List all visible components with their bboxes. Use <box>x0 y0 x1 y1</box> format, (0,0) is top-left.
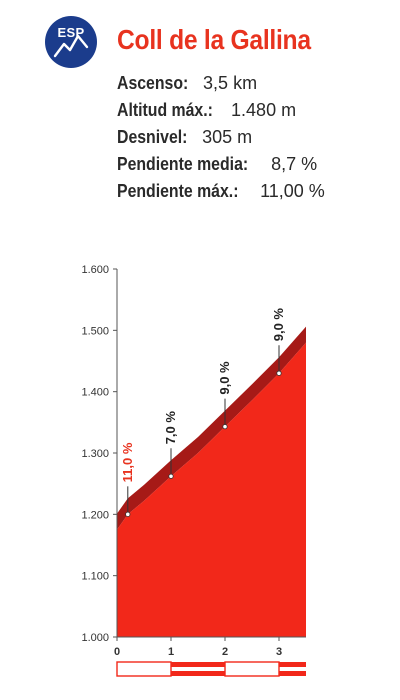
elevation-profile-chart: 1.000 1.100 1.200 1.300 1.400 1.500 1.600 0 1 2 3 1… <box>81 264 306 677</box>
profile-top-band <box>117 326 306 530</box>
grade-label: 9,0 % <box>271 308 286 342</box>
x-tick-label: 2 <box>222 646 228 658</box>
stat-max-altitude: Altitud máx.: 1.480 m <box>117 99 325 126</box>
y-tick-label: 1.100 <box>81 571 109 583</box>
stat-avg-gradient-value: 8,7 % <box>271 154 318 174</box>
stat-max-altitude-value: 1.480 m <box>231 100 297 120</box>
y-tick-label: 1.300 <box>81 448 109 460</box>
x-tick-label: 1 <box>168 646 174 658</box>
y-tick-label: 1.200 <box>81 509 109 521</box>
distance-bar-segment <box>116 661 172 677</box>
stat-avg-gradient: Pendiente media: 8,7 % <box>117 153 325 180</box>
distance-bar-segment <box>171 662 225 667</box>
y-tick-label: 1.600 <box>81 264 109 276</box>
grade-marker-dot <box>168 473 174 479</box>
climb-stats: Ascenso: 3,5 km Altitud máx.: 1.480 m De… <box>117 72 325 207</box>
distance-bar-segment <box>279 671 306 676</box>
stat-max-altitude-label: Altitud máx.: <box>117 100 213 120</box>
stat-elevation-gain-label: Desnivel: <box>117 127 188 147</box>
grade-marker-dot <box>276 370 282 376</box>
stat-max-gradient-value: 11,00 % <box>260 181 325 201</box>
profile-area <box>117 342 306 637</box>
mountain-icon <box>53 34 89 58</box>
badge-label: ESP <box>57 25 85 40</box>
y-tick-label: 1.500 <box>81 325 109 337</box>
stat-elevation-gain-value: 305 m <box>202 127 253 147</box>
distance-bar-segment <box>224 661 280 677</box>
grade-label: 7,0 % <box>163 411 178 445</box>
grade-marker-dot <box>222 424 228 430</box>
distance-bar-segment <box>279 662 306 667</box>
stat-ascent-value: 3,5 km <box>203 73 258 93</box>
grade-label: 11,0 % <box>120 442 135 482</box>
x-tick-label: 0 <box>114 646 120 658</box>
stat-elevation-gain: Desnivel: 305 m <box>117 126 325 153</box>
climb-title: Coll de la Gallina <box>117 24 311 55</box>
grade-label: 9,0 % <box>217 361 232 395</box>
stat-max-gradient-label: Pendiente máx.: <box>117 181 239 201</box>
stat-ascent: Ascenso: 3,5 km <box>117 72 325 99</box>
grade-marker-dot <box>125 511 131 517</box>
distance-bar-segment <box>171 671 225 676</box>
y-tick-label: 1.400 <box>81 387 109 399</box>
esp-badge: ESP <box>45 16 97 68</box>
y-tick-label: 1.000 <box>81 632 109 644</box>
stat-max-gradient: Pendiente máx.: 11,00 % <box>117 180 325 207</box>
stat-avg-gradient-label: Pendiente media: <box>117 154 249 174</box>
x-tick-label: 3 <box>276 646 282 658</box>
stat-ascent-label: Ascenso: <box>117 73 189 93</box>
